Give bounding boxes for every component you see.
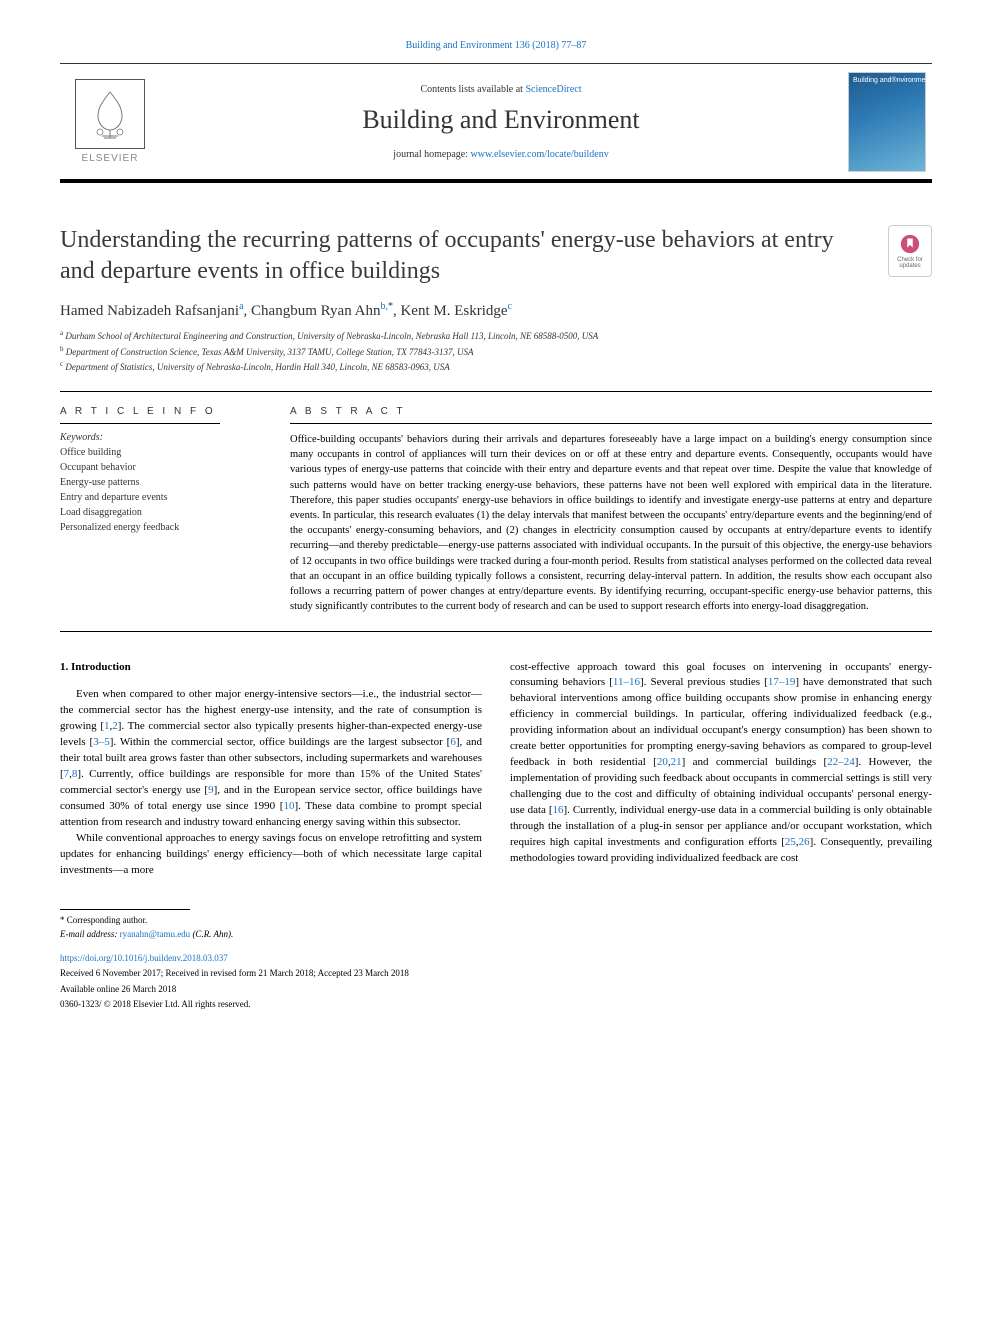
introduction-heading: 1. Introduction [60, 660, 482, 676]
footer-block: * Corresponding author. E-mail address: … [60, 909, 932, 1012]
abstract-text: Office-building occupants' behaviors dur… [290, 432, 932, 615]
author-1-aff: a [239, 301, 243, 312]
ref-link[interactable]: 17–19 [768, 676, 796, 688]
email-label: E-mail address: [60, 929, 120, 939]
body-paragraph: While conventional approaches to energy … [60, 831, 482, 879]
elsevier-tree-icon [75, 79, 145, 149]
ref-link[interactable]: 21 [671, 756, 682, 768]
article-info-column: A R T I C L E I N F O Keywords: Office b… [60, 406, 260, 615]
cover-image [848, 72, 926, 172]
authors-line: Hamed Nabizadeh Rafsanjania, Changbum Ry… [60, 301, 932, 320]
keyword-item: Energy-use patterns [60, 475, 260, 490]
journal-header: ELSEVIER Contents lists available at Sci… [60, 63, 932, 183]
info-rule [60, 423, 220, 424]
abstract-column: A B S T R A C T Office-building occupant… [290, 406, 932, 615]
affiliation-b: b Department of Construction Science, Te… [60, 344, 932, 360]
author-3: Kent M. Eskridge [400, 303, 507, 319]
received-dates: Received 6 November 2017; Received in re… [60, 967, 932, 981]
keywords-list: Office building Occupant behavior Energy… [60, 445, 260, 535]
ref-link[interactable]: 20 [657, 756, 668, 768]
article-info-heading: A R T I C L E I N F O [60, 406, 260, 417]
ref-link[interactable]: 26 [799, 836, 810, 848]
author-1: Hamed Nabizadeh Rafsanjani [60, 303, 239, 319]
ref-link[interactable]: 8 [72, 768, 78, 780]
corresponding-star: * [388, 301, 393, 312]
homepage-prefix: journal homepage: [393, 149, 470, 160]
doi-link[interactable]: https://doi.org/10.1016/j.buildenv.2018.… [60, 953, 228, 963]
ref-link[interactable]: 9 [208, 784, 214, 796]
section-divider [60, 631, 932, 632]
body-column-left: 1. Introduction Even when compared to ot… [60, 660, 482, 879]
ref-link[interactable]: 11–16 [613, 676, 640, 688]
journal-homepage-link[interactable]: www.elsevier.com/locate/buildenv [471, 149, 609, 160]
ref-link[interactable]: 1 [104, 720, 110, 732]
check-updates-label: Check for updates [889, 257, 931, 269]
email-attribution: (C.R. Ahn). [190, 929, 233, 939]
keywords-label: Keywords: [60, 432, 260, 443]
keyword-item: Entry and departure events [60, 490, 260, 505]
section-divider [60, 391, 932, 392]
email-line: E-mail address: ryanahn@tamu.edu (C.R. A… [60, 928, 932, 942]
contents-available-line: Contents lists available at ScienceDirec… [420, 84, 581, 95]
ref-link[interactable]: 16 [553, 804, 564, 816]
ref-link[interactable]: 6 [450, 736, 456, 748]
journal-reference: Building and Environment 136 (2018) 77–8… [60, 40, 932, 51]
publisher-logo: ELSEVIER [60, 64, 160, 179]
check-updates-badge[interactable]: Check for updates [888, 225, 932, 277]
affiliation-c: c Department of Statistics, University o… [60, 359, 932, 375]
affiliation-a: a Durham School of Architectural Enginee… [60, 328, 932, 344]
affiliations-block: a Durham School of Architectural Enginee… [60, 328, 932, 375]
abstract-heading: A B S T R A C T [290, 406, 932, 417]
journal-cover-thumb [842, 64, 932, 179]
keyword-item: Personalized energy feedback [60, 520, 260, 535]
doi-line: https://doi.org/10.1016/j.buildenv.2018.… [60, 952, 932, 966]
ref-link[interactable]: 22–24 [827, 756, 855, 768]
author-2-aff: b, [380, 301, 388, 312]
author-2: Changbum Ryan Ahn [251, 303, 380, 319]
body-column-right: cost-effective approach toward this goal… [510, 660, 932, 879]
ref-link[interactable]: 7 [64, 768, 70, 780]
footnote-rule [60, 909, 190, 910]
author-3-aff: c [508, 301, 512, 312]
abstract-rule [290, 423, 932, 424]
contents-prefix: Contents lists available at [420, 84, 525, 95]
bookmark-check-icon [899, 233, 921, 255]
sciencedirect-link[interactable]: ScienceDirect [525, 84, 581, 95]
copyright-line: 0360-1323/ © 2018 Elsevier Ltd. All righ… [60, 998, 932, 1012]
keyword-item: Occupant behavior [60, 460, 260, 475]
body-paragraph: Even when compared to other major energy… [60, 687, 482, 830]
corresponding-author-note: * Corresponding author. [60, 914, 932, 928]
keyword-item: Office building [60, 445, 260, 460]
article-title: Understanding the recurring patterns of … [60, 225, 872, 287]
ref-link[interactable]: 2 [112, 720, 118, 732]
journal-name: Building and Environment [362, 105, 639, 135]
corresponding-email-link[interactable]: ryanahn@tamu.edu [120, 929, 191, 939]
body-paragraph: cost-effective approach toward this goal… [510, 660, 932, 867]
publisher-name: ELSEVIER [82, 153, 139, 164]
ref-link[interactable]: 25 [785, 836, 796, 848]
keyword-item: Load disaggregation [60, 505, 260, 520]
header-center: Contents lists available at ScienceDirec… [160, 64, 842, 179]
journal-homepage-line: journal homepage: www.elsevier.com/locat… [393, 149, 608, 160]
ref-link[interactable]: 10 [283, 800, 294, 812]
available-online: Available online 26 March 2018 [60, 983, 932, 997]
body-two-column: 1. Introduction Even when compared to ot… [60, 660, 932, 879]
ref-link[interactable]: 3–5 [93, 736, 110, 748]
